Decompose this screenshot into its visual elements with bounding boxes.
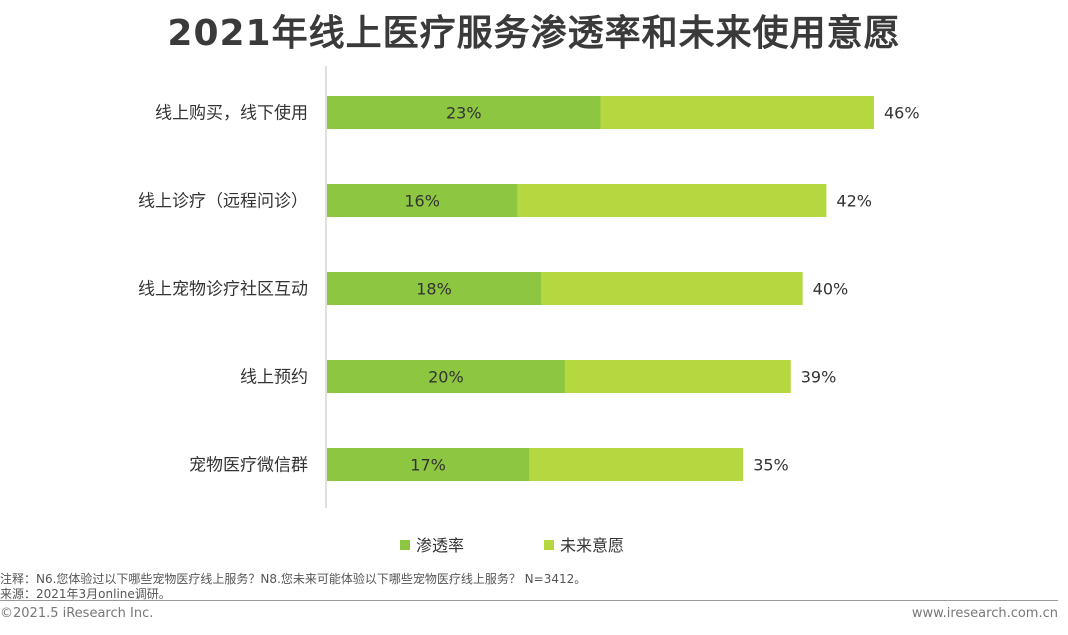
value-label-future-2: 40%	[813, 280, 849, 299]
value-label-penetration-2: 18%	[416, 280, 452, 299]
legend-swatch-penetration	[400, 540, 410, 550]
value-label-future-0: 46%	[884, 104, 920, 123]
category-label-2: 线上宠物诊疗社区互动	[138, 280, 308, 300]
category-label-3: 线上预约	[240, 368, 308, 388]
bar-penetration-3	[327, 360, 565, 393]
footer-divider	[0, 600, 1058, 601]
bar-penetration-1	[327, 184, 518, 217]
legend-label-penetration: 渗透率	[416, 536, 464, 555]
bar-penetration-0	[327, 96, 601, 129]
note-text: 注释：N6.您体验过以下哪些宠物医疗线上服务？N8.您未来可能体验以下哪些宠物医…	[0, 572, 587, 586]
website-text: www.iresearch.com.cn	[911, 606, 1058, 621]
source-text: 来源：2021年3月online调研。	[0, 587, 171, 601]
value-label-penetration-4: 17%	[410, 456, 446, 475]
value-label-penetration-3: 20%	[428, 368, 464, 387]
legend-label-future: 未来意愿	[560, 536, 624, 555]
chart-title: 2021年线上医疗服务渗透率和未来使用意愿	[167, 13, 901, 54]
legend: 渗透率 未来意愿	[400, 536, 624, 555]
value-label-future-4: 35%	[753, 456, 789, 475]
copyright-text: ©2021.5 iResearch Inc.	[0, 606, 154, 621]
bar-chart: 线上购买，线下使用 23% 46% 线上诊疗（远程问诊） 16% 42% 线上宠物诊疗社区互…	[138, 66, 920, 555]
category-label-0: 线上购买，线下使用	[155, 103, 308, 124]
category-label-1: 线上诊疗（远程问诊）	[138, 192, 308, 212]
value-label-future-1: 42%	[836, 192, 872, 211]
category-label-4: 宠物医疗微信群	[189, 456, 308, 476]
bar-penetration-4	[327, 448, 530, 481]
bar-penetration-2	[327, 272, 542, 305]
legend-swatch-future	[544, 540, 554, 550]
value-label-penetration-1: 16%	[404, 192, 440, 211]
bars-group: 线上购买，线下使用 23% 46% 线上诊疗（远程问诊） 16% 42% 线上宠物诊疗社区互…	[138, 96, 920, 481]
value-label-penetration-0: 23%	[446, 104, 482, 123]
value-label-future-3: 39%	[801, 368, 837, 387]
